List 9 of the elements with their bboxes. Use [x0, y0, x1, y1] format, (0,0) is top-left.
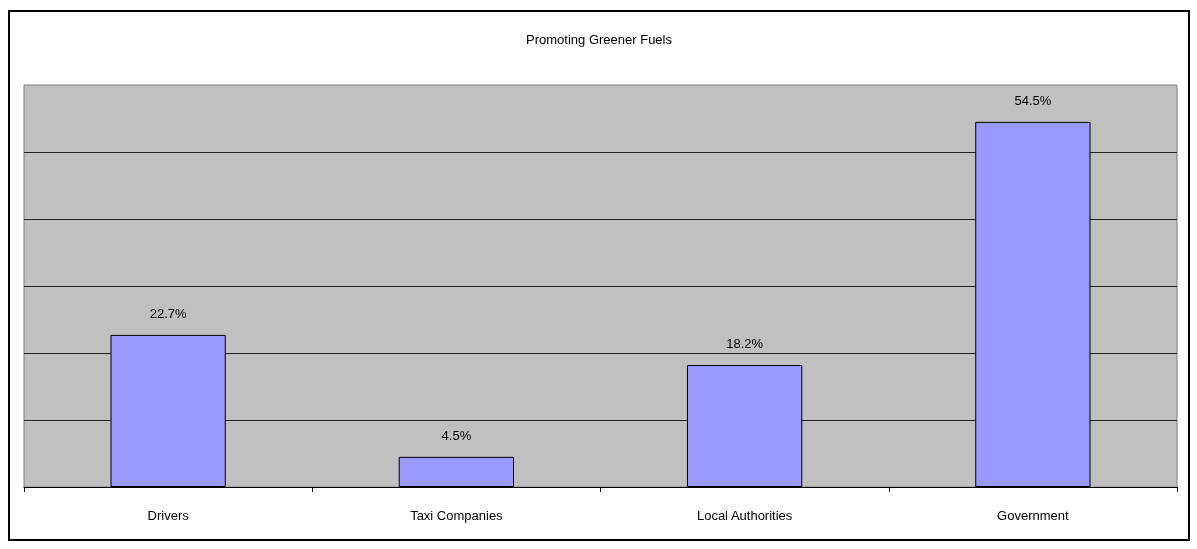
data-label: 4.5%: [441, 427, 472, 443]
x-tick-label: Local Authorities: [696, 508, 793, 523]
x-tick-label: Taxi Companies: [410, 508, 504, 523]
chart-title: Promoting Greener Fuels: [526, 32, 673, 47]
data-label: 22.7%: [149, 305, 187, 321]
data-label: 54.5%: [1014, 92, 1052, 108]
x-tick-label: Government: [997, 508, 1070, 523]
x-tick-label: Drivers: [147, 508, 190, 523]
data-label: 18.2%: [726, 336, 764, 352]
